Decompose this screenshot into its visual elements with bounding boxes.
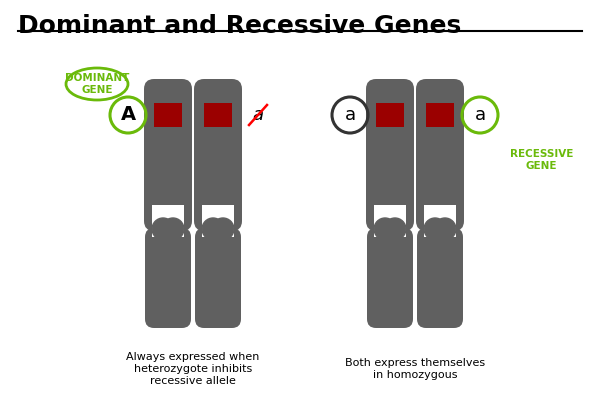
Bar	[202, 205, 234, 237]
Circle shape	[162, 218, 184, 240]
FancyBboxPatch shape	[367, 228, 413, 328]
Circle shape	[202, 218, 224, 240]
Bar	[374, 205, 406, 237]
Text: a: a	[344, 106, 356, 124]
Circle shape	[424, 218, 446, 240]
Bar	[424, 205, 456, 237]
Text: DOMINANT
GENE: DOMINANT GENE	[65, 73, 129, 95]
Bar	[152, 205, 184, 237]
Text: a: a	[475, 106, 485, 124]
Bar	[376, 103, 404, 127]
Text: Dominant and Recessive Genes: Dominant and Recessive Genes	[18, 14, 461, 38]
FancyBboxPatch shape	[366, 79, 414, 231]
Circle shape	[384, 218, 406, 240]
FancyBboxPatch shape	[144, 79, 192, 231]
FancyBboxPatch shape	[145, 228, 191, 328]
FancyBboxPatch shape	[194, 79, 242, 231]
Text: a: a	[253, 106, 263, 124]
Circle shape	[212, 218, 234, 240]
FancyBboxPatch shape	[416, 79, 464, 231]
Bar	[426, 103, 454, 127]
Circle shape	[434, 218, 456, 240]
Circle shape	[374, 218, 396, 240]
Bar	[204, 103, 232, 127]
Text: Always expressed when
heterozygote inhibits
recessive allele: Always expressed when heterozygote inhib…	[127, 352, 260, 385]
Text: A: A	[121, 106, 136, 124]
Bar	[154, 103, 182, 127]
FancyBboxPatch shape	[417, 228, 463, 328]
Text: Both express themselves
in homozygous: Both express themselves in homozygous	[345, 358, 485, 380]
FancyBboxPatch shape	[195, 228, 241, 328]
Circle shape	[152, 218, 174, 240]
Text: RECESSIVE
GENE: RECESSIVE GENE	[510, 149, 574, 171]
